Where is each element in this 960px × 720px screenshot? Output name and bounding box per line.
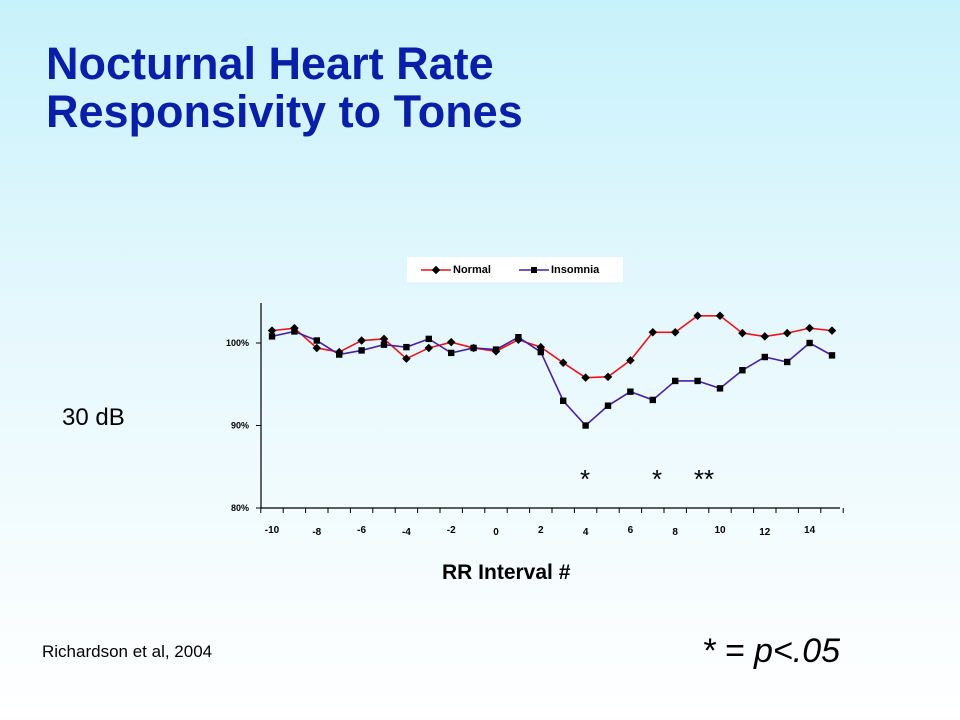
data-point-insomnia — [537, 348, 544, 356]
data-point-insomnia — [672, 377, 679, 385]
data-point-insomnia — [380, 341, 388, 348]
data-point-normal — [693, 311, 702, 321]
data-point-insomnia — [716, 385, 724, 392]
data-point-insomnia — [761, 353, 768, 361]
data-point-normal — [738, 328, 747, 338]
significance-marker: ** — [694, 464, 714, 494]
data-point-insomnia — [403, 343, 410, 351]
data-point-normal — [670, 328, 680, 337]
data-point-insomnia — [582, 422, 589, 429]
condition-label: 30 dB — [62, 404, 125, 431]
data-point-insomnia — [560, 397, 567, 404]
significance-note: * = p<.05 — [702, 632, 841, 670]
legend-item-normal: Normal — [421, 257, 491, 282]
data-point-insomnia — [448, 349, 455, 357]
data-point-insomnia — [470, 344, 477, 352]
data-point-normal — [424, 343, 434, 353]
chart-legend: Normal Insomnia — [407, 257, 623, 282]
legend-swatch-normal — [421, 265, 451, 274]
data-point-insomnia — [627, 388, 634, 395]
legend-label-insomnia: Insomnia — [551, 263, 600, 276]
data-point-normal — [715, 311, 725, 321]
legend-swatch-insomnia — [519, 266, 549, 273]
data-point-normal — [827, 326, 837, 335]
data-point-insomnia — [694, 377, 701, 385]
x-tick-label: 12 — [759, 527, 771, 538]
data-point-normal — [379, 334, 389, 344]
title-line-2: Responsivity to Tones — [46, 86, 523, 137]
y-tick-label: 80% — [231, 503, 249, 513]
x-tick-label: -8 — [312, 527, 321, 538]
data-point-normal — [558, 358, 568, 368]
x-tick-label: 0 — [493, 527, 499, 538]
data-point-normal — [267, 326, 277, 335]
legend-item-insomnia: Insomnia — [519, 257, 599, 282]
legend-label-normal: Normal — [453, 263, 491, 276]
data-point-insomnia — [784, 358, 791, 366]
data-point-insomnia — [313, 337, 320, 344]
x-tick-label: -6 — [357, 525, 366, 536]
data-point-normal — [357, 336, 366, 345]
y-tick-label: 90% — [231, 421, 249, 431]
data-point-insomnia — [828, 352, 836, 359]
x-tick-label: 10 — [714, 525, 726, 536]
data-point-normal — [648, 328, 658, 337]
data-point-normal — [312, 343, 322, 353]
data-point-insomnia — [291, 328, 298, 335]
data-point-normal — [603, 372, 613, 382]
x-tick-label: 8 — [672, 527, 678, 538]
data-point-normal — [805, 323, 814, 333]
data-point-normal — [581, 373, 590, 382]
x-tick-label: -4 — [402, 527, 411, 538]
data-point-normal — [782, 328, 792, 338]
data-point-insomnia — [604, 402, 612, 409]
data-point-insomnia — [268, 333, 276, 340]
slide-title: Nocturnal Heart Rate Responsivity to Ton… — [46, 40, 523, 136]
x-tick-label: 4 — [583, 527, 589, 538]
x-tick-label: 14 — [804, 525, 816, 536]
data-point-insomnia — [739, 367, 746, 374]
data-point-normal — [760, 332, 770, 341]
x-tick-label: 6 — [628, 525, 634, 536]
significance-marker: * — [580, 464, 590, 494]
x-tick-label: 2 — [538, 525, 544, 536]
data-point-insomnia — [492, 346, 500, 353]
x-tick-label: -2 — [447, 525, 456, 536]
series-line-insomnia — [271, 330, 833, 427]
data-point-insomnia — [358, 347, 365, 354]
citation: Richardson et al, 2004 — [42, 642, 213, 661]
data-point-insomnia — [336, 351, 343, 358]
data-point-normal — [446, 337, 456, 347]
x-tick-label: -10 — [265, 525, 280, 536]
data-point-insomnia — [425, 335, 432, 343]
data-point-insomnia — [649, 396, 656, 404]
significance-marker: * — [652, 464, 662, 494]
y-tick-label: 100% — [226, 338, 249, 348]
title-line-1: Nocturnal Heart Rate — [46, 38, 494, 89]
data-point-normal — [626, 356, 635, 365]
data-point-insomnia — [806, 339, 813, 347]
data-point-insomnia — [515, 334, 522, 341]
series-line-normal — [271, 314, 833, 379]
x-axis-label: RR Interval # — [442, 561, 571, 584]
data-point-normal — [402, 354, 411, 363]
